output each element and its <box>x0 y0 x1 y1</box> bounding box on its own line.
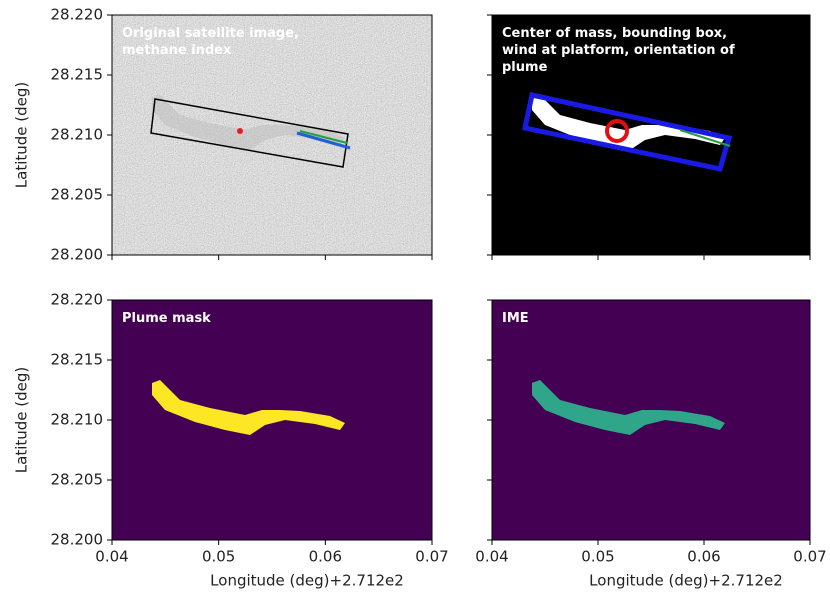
bounding-box <box>150 98 349 168</box>
y-tick-label: 28.210 <box>51 411 104 429</box>
orientation <box>679 129 731 147</box>
panel-title-line: IME <box>502 311 529 326</box>
y-tick-label: 28.215 <box>51 66 104 84</box>
x-tick-label: 0.07 <box>415 548 448 566</box>
center-of-mass <box>237 128 243 134</box>
plume-faint <box>152 95 345 150</box>
x-tick-label: 0.05 <box>202 548 235 566</box>
panel-title-line: methane index <box>122 43 232 58</box>
y-tick-label: 28.220 <box>51 291 104 309</box>
y-tick-label: 28.215 <box>51 351 104 369</box>
orientation <box>299 130 348 144</box>
x-axis-label: Longitude (deg)+2.712e2 <box>210 572 404 590</box>
plume <box>532 95 725 150</box>
center-of-mass <box>605 119 629 143</box>
wind-arrow <box>296 131 351 150</box>
y-tick-label: 28.200 <box>51 246 104 264</box>
y-tick-label: 28.205 <box>51 186 104 204</box>
panel-title-line: plume <box>502 60 548 75</box>
y-tick-label: 28.205 <box>51 471 104 489</box>
panel-title-line: wind at platform, orientation of <box>502 43 735 58</box>
panel-title: Plume mask <box>122 311 211 326</box>
image-panel: IME <box>491 299 811 541</box>
x-tick-label: 0.06 <box>309 548 342 566</box>
y-tick-label: 28.210 <box>51 126 104 144</box>
x-tick-label: 0.04 <box>95 548 128 566</box>
x-tick-label: 0.07 <box>793 548 826 566</box>
panel-title-line: Center of mass, bounding box, <box>502 26 727 41</box>
image-panel: Plume mask <box>111 299 433 541</box>
y-axis-label: Latitude (deg) <box>13 82 31 188</box>
panel-title-line: Original satellite image, <box>122 26 299 41</box>
bounding-box <box>522 92 733 172</box>
x-tick-label: 0.06 <box>687 548 720 566</box>
panel-title-line: Plume mask <box>122 311 211 326</box>
panel-title: Center of mass, bounding box, wind at pla… <box>502 26 735 75</box>
y-tick-label: 28.200 <box>51 531 104 549</box>
x-axis-label: Longitude (deg)+2.712e2 <box>589 572 783 590</box>
panel-title: IME <box>502 311 529 326</box>
plume <box>152 380 345 435</box>
y-axis-label: Latitude (deg) <box>13 367 31 473</box>
image-panel: Center of mass, bounding box, wind at pla… <box>491 14 811 256</box>
panel-title: Original satellite image, methane index <box>122 26 299 58</box>
y-tick-label: 28.220 <box>51 6 104 24</box>
image-panel: Original satellite image, methane index <box>111 14 433 256</box>
plume <box>532 380 725 435</box>
x-tick-label: 0.04 <box>475 548 508 566</box>
x-tick-label: 0.05 <box>581 548 614 566</box>
